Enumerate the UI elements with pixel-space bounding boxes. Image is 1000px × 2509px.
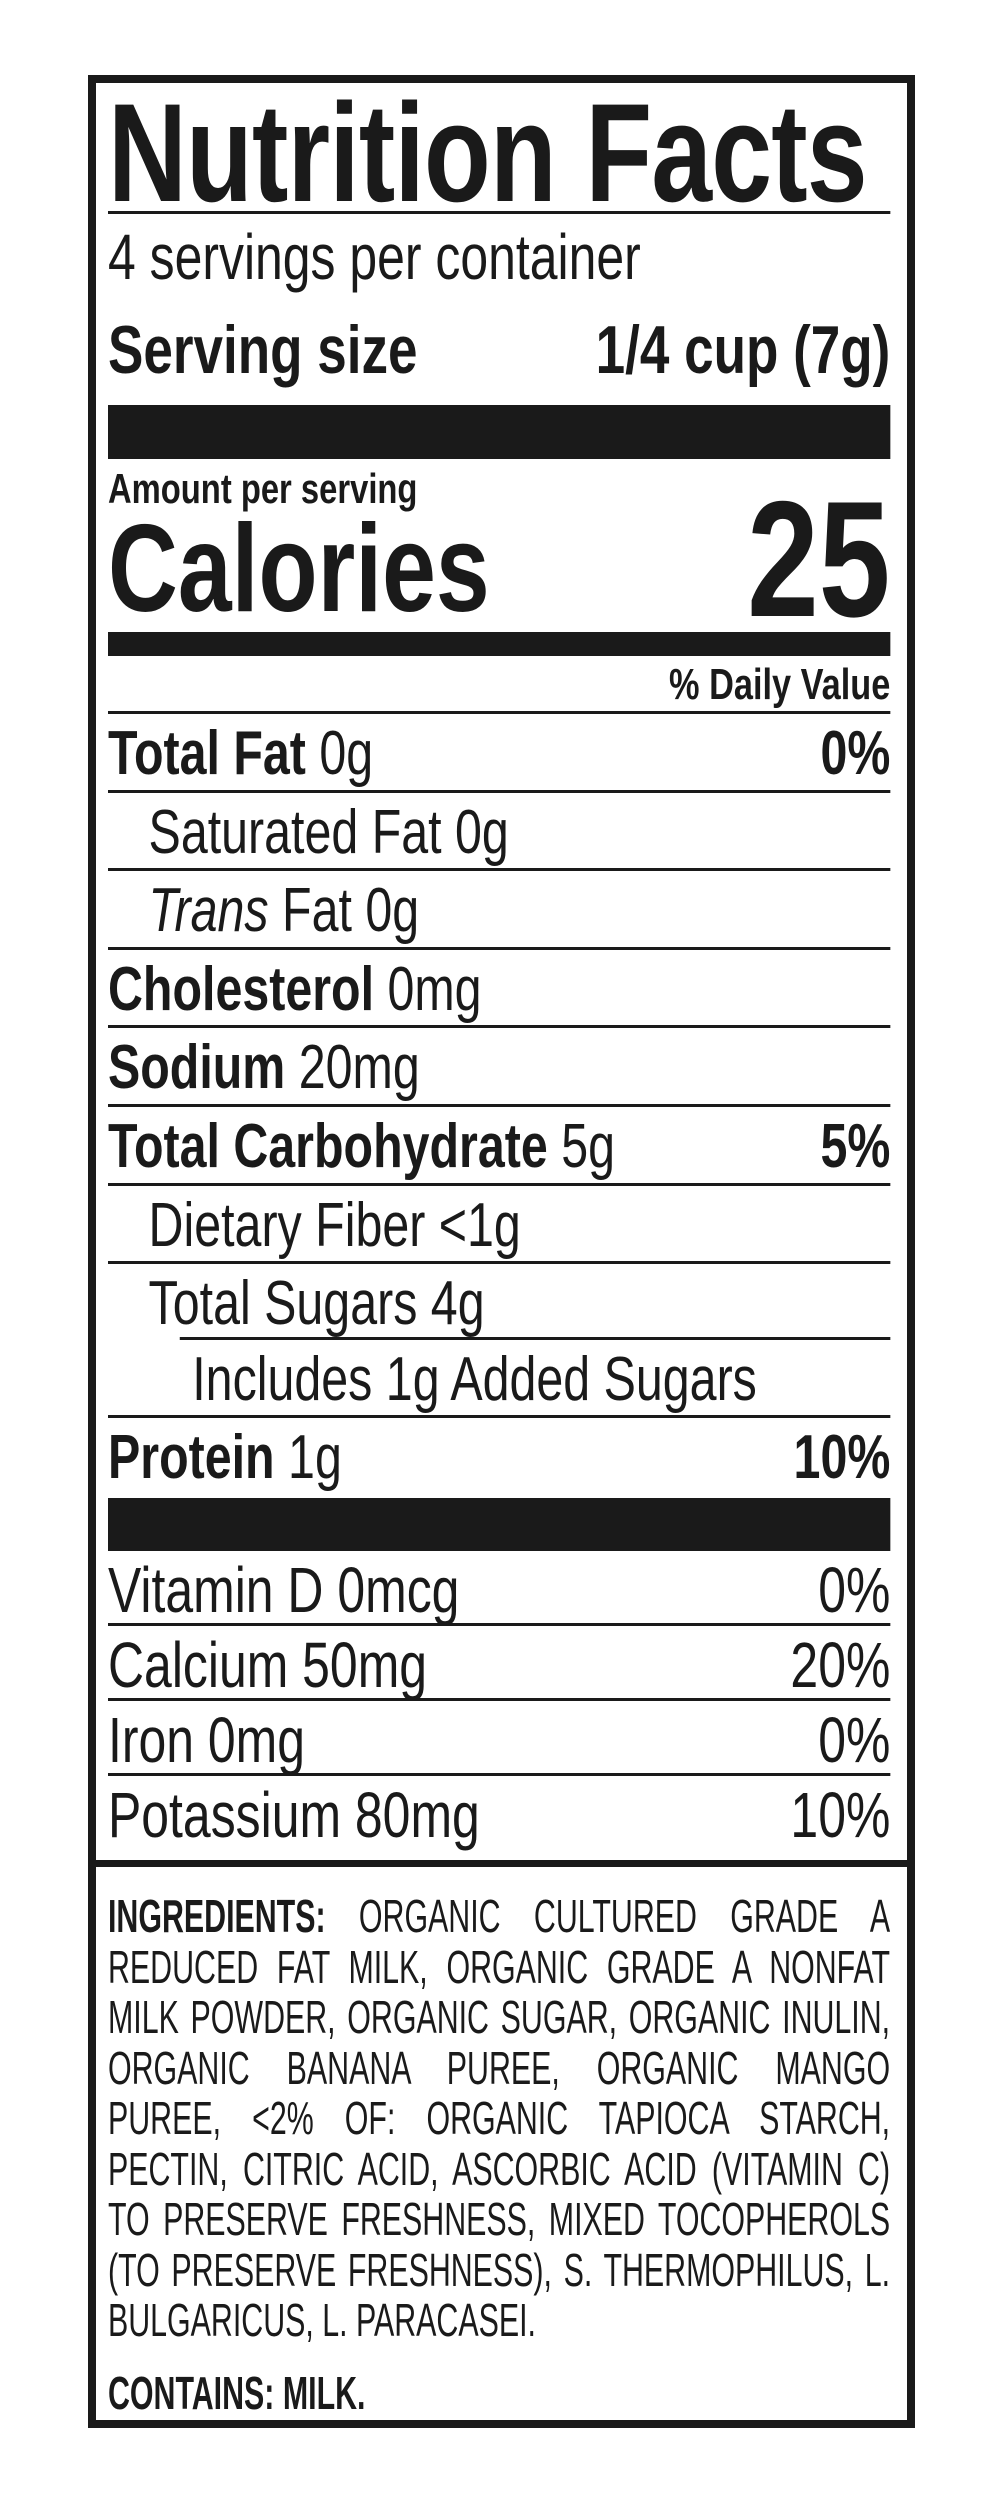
nutrient-row-saturated-fat: Saturated Fat 0g bbox=[108, 793, 891, 872]
nutrient-name: Total Sugars 4g bbox=[148, 1269, 485, 1339]
nutrient-name: Sodium bbox=[108, 1033, 286, 1103]
ingredients-label: INGREDIENTS: bbox=[108, 1890, 326, 1942]
calories-label: Calories bbox=[108, 500, 490, 638]
nutrient-name-italic: Trans bbox=[148, 876, 269, 946]
nutrient-name: Dietary Fiber <1g bbox=[148, 1190, 521, 1260]
nutrient-dv: 5% bbox=[820, 1111, 891, 1181]
vitamin-row: Calcium 50mg 20% bbox=[108, 1626, 891, 1701]
serving-size-value: 1/4 cup (7g) bbox=[595, 312, 891, 388]
ingredients-panel: INGREDIENTS: ORGANIC CULTURED GRADE A RE… bbox=[96, 1867, 907, 2420]
nutrient-row-trans-fat: Trans Fat 0g bbox=[108, 871, 891, 950]
nutrient-amount: 0mg bbox=[387, 954, 482, 1024]
vitamin-name: Iron 0mg bbox=[108, 1703, 305, 1776]
amount-per-serving: Amount per serving bbox=[108, 465, 418, 512]
servings-per-container: 4 servings per container bbox=[108, 221, 641, 293]
nutrient-row-total-sugars: Total Sugars 4g bbox=[108, 1264, 891, 1340]
nutrient-name: Cholesterol bbox=[108, 954, 375, 1024]
nutrient-amount: 0g bbox=[319, 719, 374, 788]
nutrient-name: Fat 0g bbox=[282, 876, 420, 946]
nutrient-dv: 10% bbox=[793, 1423, 891, 1493]
nutrient-row-protein: Protein 1g 10% bbox=[108, 1418, 890, 1494]
nutrition-facts-label: Nutrition Facts 4 servings per container… bbox=[88, 75, 915, 2428]
ingredients-list: ORGANIC CULTURED GRADE A REDUCED FAT MIL… bbox=[108, 1890, 891, 2346]
nutrient-row-dietary-fiber: Dietary Fiber <1g bbox=[108, 1186, 891, 1265]
nutrition-panel: Nutrition Facts 4 servings per container… bbox=[96, 83, 907, 1867]
vitamin-row: Potassium 80mg 10% bbox=[108, 1776, 891, 1851]
contains-value: MILK. bbox=[282, 2366, 366, 2419]
calories-value: 25 bbox=[747, 467, 891, 651]
nutrient-name: Total Carbohydrate bbox=[108, 1111, 548, 1181]
vitamin-name: Vitamin D 0mcg bbox=[108, 1553, 460, 1626]
nutrient-name: Saturated Fat 0g bbox=[148, 797, 509, 867]
vitamin-dv: 20% bbox=[790, 1628, 891, 1701]
nutrient-row-cholesterol: Cholesterol 0mg bbox=[108, 950, 891, 1029]
contains-label: CONTAINS: bbox=[108, 2366, 275, 2419]
nutrient-name: Protein bbox=[108, 1423, 275, 1493]
nutrient-name: Includes 1g Added Sugars bbox=[192, 1344, 757, 1414]
ingredients-text: INGREDIENTS: ORGANIC CULTURED GRADE A RE… bbox=[108, 1891, 890, 2346]
daily-value-header: % Daily Value bbox=[108, 656, 891, 714]
serving-size-row: Serving size 1/4 cup (7g) bbox=[108, 300, 890, 400]
allergen-statement: CONTAINS: MILK. bbox=[108, 2366, 890, 2419]
vitamin-name: Potassium 80mg bbox=[108, 1778, 480, 1851]
vitamin-name: Calcium 50mg bbox=[108, 1628, 428, 1701]
vitamin-dv: 10% bbox=[790, 1778, 891, 1851]
nutrient-dv: 0% bbox=[820, 719, 891, 788]
vitamin-dv: 0% bbox=[818, 1553, 891, 1626]
thick-divider bbox=[108, 1497, 891, 1551]
nutrient-row-total-fat: Total Fat 0g 0% bbox=[108, 714, 891, 793]
nutrient-name: Total Fat bbox=[108, 719, 306, 788]
vitamin-row: Iron 0mg 0% bbox=[108, 1701, 891, 1776]
thick-divider bbox=[108, 405, 891, 459]
serving-size-label: Serving size bbox=[108, 312, 418, 388]
nutrient-amount: 5g bbox=[561, 1111, 616, 1181]
nutrient-row-added-sugars: Includes 1g Added Sugars bbox=[108, 1340, 891, 1419]
nutrient-amount: 20mg bbox=[298, 1033, 420, 1103]
nutrient-row-total-carbohydrate: Total Carbohydrate 5g 5% bbox=[108, 1107, 891, 1186]
nutrient-row-sodium: Sodium 20mg bbox=[108, 1028, 891, 1107]
calories-row: Calories 25 bbox=[108, 477, 890, 642]
nutrient-amount: 1g bbox=[288, 1423, 342, 1493]
vitamin-row: Vitamin D 0mcg 0% bbox=[108, 1551, 891, 1626]
label-title: Nutrition Facts bbox=[108, 83, 891, 214]
medium-divider bbox=[108, 632, 891, 656]
vitamin-dv: 0% bbox=[818, 1703, 891, 1776]
